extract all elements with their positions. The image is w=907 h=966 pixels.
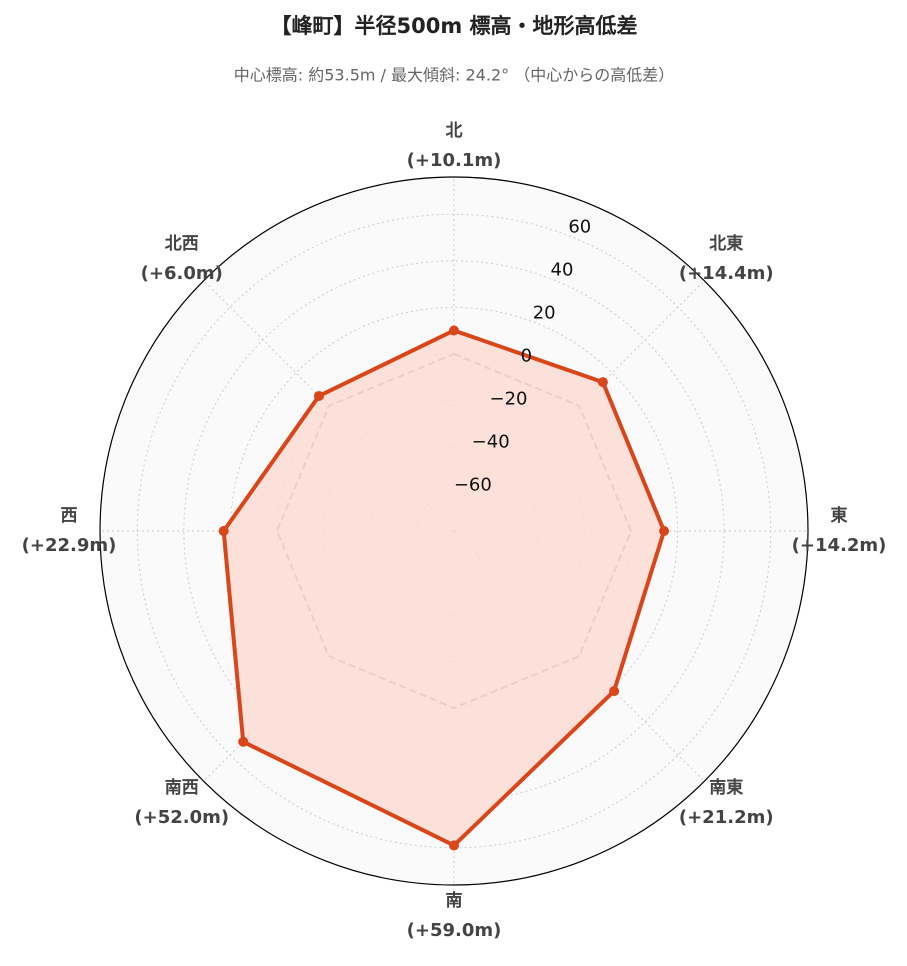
data-point [609,686,620,697]
category-label: 東 [831,505,848,526]
r-tick-label: −20 [490,388,528,409]
category-label: 南東 [709,777,743,798]
r-tick-label: −40 [472,431,510,452]
category-label: 南 [446,890,463,911]
r-tick-label: 20 [533,302,556,323]
data-point [218,526,229,536]
r-tick-label: −60 [454,474,492,495]
data-point [238,736,249,747]
chart-subtitle: 中心標高: 約53.5m / 最大傾斜: 24.2° （中心からの高低差） [234,66,674,85]
value-label: (+6.0m) [141,263,223,284]
data-point [313,390,324,401]
category-label: 北東 [709,233,743,254]
r-tick-label: 0 [521,345,532,366]
chart-title: 【峰町】半径500m 標高・地形高低差 [270,14,637,38]
data-point [659,526,670,536]
data-point [449,325,459,336]
polar-frame [99,176,809,886]
r-tick-label: 60 [568,216,591,237]
category-label: 北 [446,121,463,141]
value-label: (+22.9m) [22,535,117,556]
data-point [449,840,459,851]
data-area [223,330,665,846]
r-tick-label: 40 [551,259,574,280]
value-label: (+21.2m) [679,807,774,828]
data-point [597,377,608,388]
value-label: (+59.0m) [407,920,502,941]
value-label: (+52.0m) [134,807,229,828]
category-label: 南西 [165,777,199,798]
value-label: (+10.1m) [407,150,502,171]
category-label: 西 [61,506,78,526]
category-label: 北西 [165,234,199,254]
value-label: (+14.2m) [792,535,887,556]
value-label: (+14.4m) [679,263,774,284]
